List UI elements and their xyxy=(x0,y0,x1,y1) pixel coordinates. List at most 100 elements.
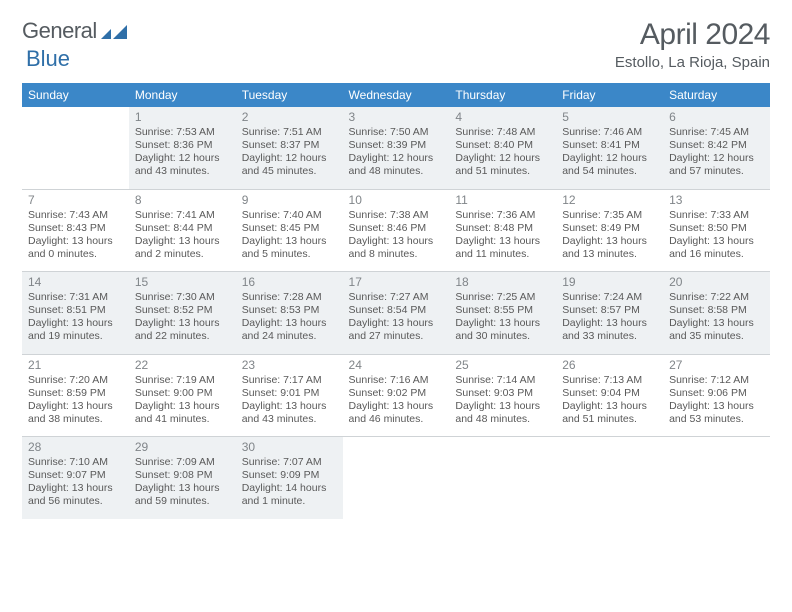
day-cell: 9Sunrise: 7:40 AMSunset: 8:45 PMDaylight… xyxy=(236,190,343,272)
sunrise-line: Sunrise: 7:24 AM xyxy=(562,291,657,304)
sunrise-line: Sunrise: 7:51 AM xyxy=(242,126,337,139)
daylight-line: Daylight: 13 hours and 35 minutes. xyxy=(669,317,764,343)
month-title: April 2024 xyxy=(615,18,770,52)
day-cell: 14Sunrise: 7:31 AMSunset: 8:51 PMDayligh… xyxy=(22,272,129,354)
location: Estollo, La Rioja, Spain xyxy=(615,54,770,71)
sunrise-line: Sunrise: 7:10 AM xyxy=(28,456,123,469)
day-cell: 3Sunrise: 7:50 AMSunset: 8:39 PMDaylight… xyxy=(343,107,450,189)
sunset-line: Sunset: 9:00 PM xyxy=(135,387,230,400)
day-cell: 1Sunrise: 7:53 AMSunset: 8:36 PMDaylight… xyxy=(129,107,236,189)
day-number: 19 xyxy=(562,275,657,290)
dow-header-sunday: Sunday xyxy=(22,83,129,107)
sunrise-line: Sunrise: 7:31 AM xyxy=(28,291,123,304)
day-number: 18 xyxy=(455,275,550,290)
day-number: 13 xyxy=(669,193,764,208)
daylight-line: Daylight: 13 hours and 8 minutes. xyxy=(349,235,444,261)
day-number: 26 xyxy=(562,358,657,373)
sunset-line: Sunset: 8:58 PM xyxy=(669,304,764,317)
day-cell: 20Sunrise: 7:22 AMSunset: 8:58 PMDayligh… xyxy=(663,272,770,354)
day-cell: 15Sunrise: 7:30 AMSunset: 8:52 PMDayligh… xyxy=(129,272,236,354)
sunset-line: Sunset: 8:50 PM xyxy=(669,222,764,235)
sunset-line: Sunset: 9:09 PM xyxy=(242,469,337,482)
sunrise-line: Sunrise: 7:19 AM xyxy=(135,374,230,387)
sunset-line: Sunset: 8:57 PM xyxy=(562,304,657,317)
day-cell: 28Sunrise: 7:10 AMSunset: 9:07 PMDayligh… xyxy=(22,437,129,519)
day-number: 22 xyxy=(135,358,230,373)
sunset-line: Sunset: 8:36 PM xyxy=(135,139,230,152)
day-cell-empty xyxy=(449,437,556,519)
daylight-line: Daylight: 13 hours and 2 minutes. xyxy=(135,235,230,261)
day-number: 20 xyxy=(669,275,764,290)
day-number: 12 xyxy=(562,193,657,208)
sunrise-line: Sunrise: 7:48 AM xyxy=(455,126,550,139)
daylight-line: Daylight: 12 hours and 48 minutes. xyxy=(349,152,444,178)
daylight-line: Daylight: 13 hours and 11 minutes. xyxy=(455,235,550,261)
day-number: 10 xyxy=(349,193,444,208)
sunrise-line: Sunrise: 7:16 AM xyxy=(349,374,444,387)
daylight-line: Daylight: 12 hours and 57 minutes. xyxy=(669,152,764,178)
day-number: 2 xyxy=(242,110,337,125)
day-cell: 16Sunrise: 7:28 AMSunset: 8:53 PMDayligh… xyxy=(236,272,343,354)
day-cell-empty xyxy=(343,437,450,519)
sunset-line: Sunset: 8:54 PM xyxy=(349,304,444,317)
sunset-line: Sunset: 8:46 PM xyxy=(349,222,444,235)
dow-header-wednesday: Wednesday xyxy=(343,83,450,107)
sunset-line: Sunset: 9:07 PM xyxy=(28,469,123,482)
week-row: 28Sunrise: 7:10 AMSunset: 9:07 PMDayligh… xyxy=(22,437,770,519)
sunset-line: Sunset: 8:48 PM xyxy=(455,222,550,235)
dow-header-friday: Friday xyxy=(556,83,663,107)
day-number: 25 xyxy=(455,358,550,373)
daylight-line: Daylight: 13 hours and 59 minutes. xyxy=(135,482,230,508)
sunrise-line: Sunrise: 7:13 AM xyxy=(562,374,657,387)
sunset-line: Sunset: 9:04 PM xyxy=(562,387,657,400)
sunrise-line: Sunrise: 7:46 AM xyxy=(562,126,657,139)
day-cell: 17Sunrise: 7:27 AMSunset: 8:54 PMDayligh… xyxy=(343,272,450,354)
sunset-line: Sunset: 9:08 PM xyxy=(135,469,230,482)
daylight-line: Daylight: 13 hours and 56 minutes. xyxy=(28,482,123,508)
day-cell-empty xyxy=(22,107,129,189)
day-cell: 7Sunrise: 7:43 AMSunset: 8:43 PMDaylight… xyxy=(22,190,129,272)
sunset-line: Sunset: 8:59 PM xyxy=(28,387,123,400)
day-cell: 13Sunrise: 7:33 AMSunset: 8:50 PMDayligh… xyxy=(663,190,770,272)
week-row: 21Sunrise: 7:20 AMSunset: 8:59 PMDayligh… xyxy=(22,355,770,437)
sunset-line: Sunset: 8:52 PM xyxy=(135,304,230,317)
day-number: 21 xyxy=(28,358,123,373)
sunrise-line: Sunrise: 7:45 AM xyxy=(669,126,764,139)
day-cell: 4Sunrise: 7:48 AMSunset: 8:40 PMDaylight… xyxy=(449,107,556,189)
sunset-line: Sunset: 8:45 PM xyxy=(242,222,337,235)
day-cell: 26Sunrise: 7:13 AMSunset: 9:04 PMDayligh… xyxy=(556,355,663,437)
sunrise-line: Sunrise: 7:40 AM xyxy=(242,209,337,222)
sunrise-line: Sunrise: 7:38 AM xyxy=(349,209,444,222)
sunset-line: Sunset: 8:44 PM xyxy=(135,222,230,235)
day-cell: 21Sunrise: 7:20 AMSunset: 8:59 PMDayligh… xyxy=(22,355,129,437)
sunset-line: Sunset: 8:53 PM xyxy=(242,304,337,317)
day-number: 17 xyxy=(349,275,444,290)
day-cell: 18Sunrise: 7:25 AMSunset: 8:55 PMDayligh… xyxy=(449,272,556,354)
sunrise-line: Sunrise: 7:53 AM xyxy=(135,126,230,139)
sunrise-line: Sunrise: 7:17 AM xyxy=(242,374,337,387)
day-cell: 6Sunrise: 7:45 AMSunset: 8:42 PMDaylight… xyxy=(663,107,770,189)
sunset-line: Sunset: 9:06 PM xyxy=(669,387,764,400)
day-number: 14 xyxy=(28,275,123,290)
day-cell: 11Sunrise: 7:36 AMSunset: 8:48 PMDayligh… xyxy=(449,190,556,272)
dow-header-monday: Monday xyxy=(129,83,236,107)
day-number: 11 xyxy=(455,193,550,208)
daylight-line: Daylight: 13 hours and 19 minutes. xyxy=(28,317,123,343)
daylight-line: Daylight: 12 hours and 43 minutes. xyxy=(135,152,230,178)
day-number: 7 xyxy=(28,193,123,208)
sunrise-line: Sunrise: 7:27 AM xyxy=(349,291,444,304)
sunrise-line: Sunrise: 7:28 AM xyxy=(242,291,337,304)
day-cell: 23Sunrise: 7:17 AMSunset: 9:01 PMDayligh… xyxy=(236,355,343,437)
day-number: 9 xyxy=(242,193,337,208)
dow-header-tuesday: Tuesday xyxy=(236,83,343,107)
daylight-line: Daylight: 13 hours and 5 minutes. xyxy=(242,235,337,261)
sunset-line: Sunset: 9:03 PM xyxy=(455,387,550,400)
day-number: 8 xyxy=(135,193,230,208)
logo-text-blue: Blue xyxy=(26,46,70,72)
day-number: 15 xyxy=(135,275,230,290)
sunrise-line: Sunrise: 7:33 AM xyxy=(669,209,764,222)
daylight-line: Daylight: 13 hours and 24 minutes. xyxy=(242,317,337,343)
sunset-line: Sunset: 8:55 PM xyxy=(455,304,550,317)
sunrise-line: Sunrise: 7:30 AM xyxy=(135,291,230,304)
logo-text-general: General xyxy=(22,18,97,44)
